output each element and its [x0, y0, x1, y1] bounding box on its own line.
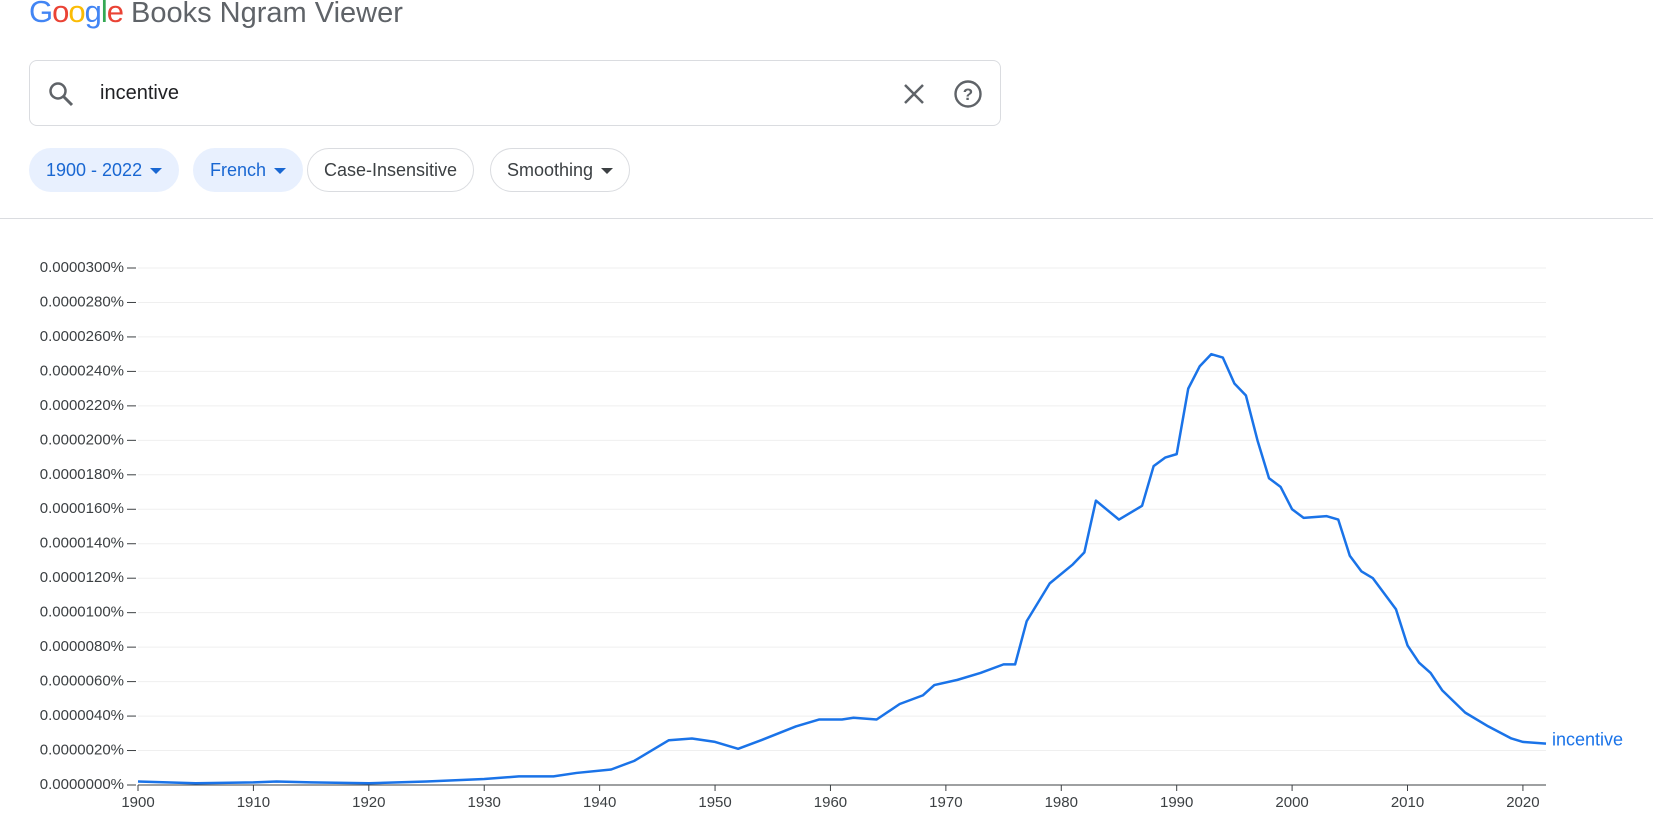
- x-tick-label: 1980: [1045, 794, 1078, 811]
- product-name: Books Ngram Viewer: [131, 0, 403, 29]
- series-label: incentive: [1552, 729, 1623, 749]
- svg-text:?: ?: [963, 85, 973, 104]
- x-tick-label: 2000: [1275, 794, 1308, 811]
- y-tick-label: 0.0000200%: [40, 431, 124, 448]
- y-tick-label: 0.0000180%: [40, 466, 124, 483]
- logo[interactable]: Google Books Ngram Viewer: [29, 0, 403, 30]
- y-tick-label: 0.0000000%: [40, 776, 124, 793]
- y-tick-label: 0.0000280%: [40, 293, 124, 310]
- chip-label: Case-Insensitive: [324, 160, 458, 180]
- y-tick-label: 0.0000140%: [40, 535, 124, 552]
- x-tick-label: 1990: [1160, 794, 1193, 811]
- y-tick-label: 0.0000220%: [40, 397, 124, 414]
- y-tick-label: 0.0000080%: [40, 638, 124, 655]
- year-range-chip[interactable]: 1900 - 2022: [29, 148, 180, 192]
- x-tick-label: 2010: [1391, 794, 1424, 811]
- search-query[interactable]: incentive: [100, 82, 179, 104]
- corpus-chip[interactable]: French: [193, 148, 304, 192]
- chip-label: 1900 - 2022: [46, 160, 143, 180]
- chip-label: Smoothing: [507, 160, 594, 180]
- search-icon: [49, 82, 74, 107]
- x-tick-label: 1920: [352, 794, 385, 811]
- x-tick-label: 1940: [583, 794, 616, 811]
- x-tick-label: 1910: [237, 794, 270, 811]
- y-tick-label: 0.0000160%: [40, 500, 124, 517]
- search-box[interactable]: incentive ?: [29, 60, 1001, 126]
- y-tick-label: 0.0000120%: [40, 569, 124, 586]
- google-logo: Google: [29, 0, 124, 29]
- x-tick-label: 1950: [698, 794, 731, 811]
- x-tick-label: 1900: [121, 794, 154, 811]
- y-tick-label: 0.0000260%: [40, 328, 124, 345]
- smoothing-chip[interactable]: Smoothing: [490, 148, 631, 192]
- case-chip[interactable]: Case-Insensitive: [307, 148, 475, 192]
- x-tick-label: 1930: [468, 794, 501, 811]
- series-line: [137, 352, 1547, 785]
- y-tick-label: 0.0000100%: [40, 604, 124, 621]
- y-tick-label: 0.0000020%: [40, 742, 124, 759]
- chart: 0.0000000% 0.0000020% 0.0000040% 0.0000060%…: [40, 259, 1623, 811]
- y-tick-label: 0.0000060%: [40, 673, 124, 690]
- help-button[interactable]: ?: [953, 79, 983, 109]
- separator: [0, 218, 1653, 219]
- y-tick-label: 0.0000300%: [40, 259, 124, 276]
- y-tick-label: 0.0000040%: [40, 707, 124, 724]
- chip-label: French: [210, 160, 267, 180]
- y-tick-label: 0.0000240%: [40, 362, 124, 379]
- clear-button[interactable]: [902, 82, 926, 106]
- x-tick-label: 1970: [929, 794, 962, 811]
- x-tick-label: 2020: [1506, 794, 1539, 811]
- x-tick-label: 1960: [814, 794, 847, 811]
